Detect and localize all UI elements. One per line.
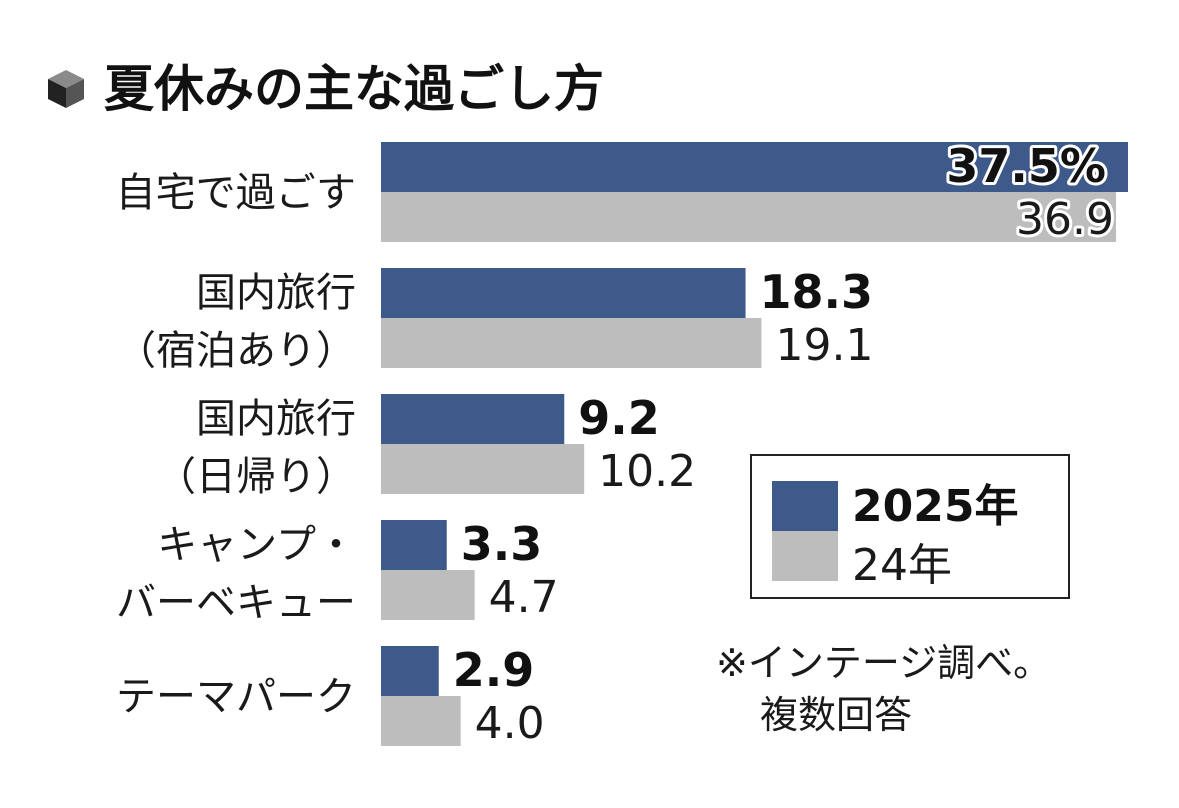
category-label: （日帰り） — [156, 454, 356, 500]
cube-icon — [48, 70, 84, 108]
bar-24 — [381, 192, 1117, 242]
value-label-2025: 37.5% — [946, 139, 1106, 193]
category-label: 国内旅行 — [196, 396, 356, 442]
value-label-24: 4.0 — [475, 698, 545, 749]
value-label-24: 36.9 — [1016, 194, 1114, 245]
value-label-24: 4.7 — [489, 572, 559, 623]
bars — [381, 142, 1128, 746]
bar-24 — [381, 570, 475, 620]
bar-2025 — [381, 520, 447, 570]
category-label: キャンプ・ — [157, 522, 356, 568]
bar-24 — [381, 444, 585, 494]
category-label: 国内旅行 — [196, 270, 356, 316]
category-label: （宿泊あり） — [116, 328, 356, 374]
chart-title: 夏休みの主な過ごし方 — [104, 60, 604, 118]
bar-2025 — [381, 646, 439, 696]
bar-2025 — [381, 268, 746, 318]
category-label: テーマパーク — [116, 674, 356, 720]
bar-24 — [381, 318, 762, 368]
note-line-1: ※インテージ調べ。 — [716, 641, 1051, 685]
source-note: ※インテージ調べ。 複数回答 — [716, 641, 1051, 737]
value-label-2025: 3.3 — [461, 517, 542, 571]
value-labels: 37.5%36.9 18.319.1 9.210.2 3.34.7 2.94.0 — [453, 136, 1117, 749]
bar-24 — [381, 696, 461, 746]
value-label-2025: 18.3 — [760, 265, 874, 319]
value-label-2025: 9.2 — [578, 391, 660, 445]
note-line-2: 複数回答 — [760, 693, 912, 737]
category-label: バーベキュー — [116, 580, 356, 626]
title-group: 夏休みの主な過ごし方 — [48, 60, 604, 118]
bar-2025 — [381, 142, 1128, 192]
bar-2025 — [381, 394, 565, 444]
legend-label-24: 24年 — [852, 540, 952, 591]
legend-label-2025: 2025年 — [852, 481, 1018, 532]
value-label-24: 10.2 — [598, 446, 696, 497]
category-label: 自宅で過ごす — [116, 170, 356, 216]
legend: 2025年 24年 — [750, 454, 1070, 599]
value-label-24: 19.1 — [775, 320, 873, 371]
legend-swatch-2025 — [772, 481, 838, 531]
legend-swatch-24 — [772, 531, 838, 581]
value-label-2025: 2.9 — [453, 643, 535, 697]
